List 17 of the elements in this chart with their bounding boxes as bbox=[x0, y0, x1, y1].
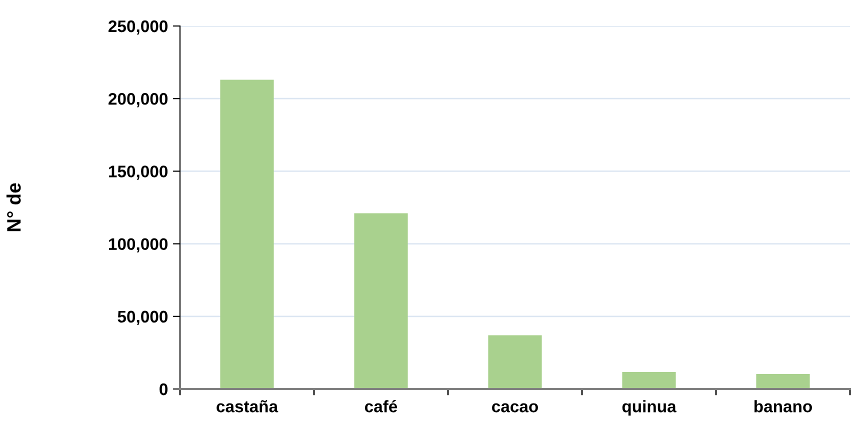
bar bbox=[756, 374, 810, 389]
x-tick-label: quinua bbox=[622, 400, 676, 416]
bar bbox=[354, 213, 408, 389]
x-tick-label: castaña bbox=[216, 400, 278, 412]
x-tick-label: cacao bbox=[492, 403, 538, 412]
y-tick-label: 200,000 bbox=[108, 93, 168, 108]
y-tick-label: 250,000 bbox=[108, 20, 168, 35]
x-tick-label: café bbox=[364, 400, 398, 412]
x-tick-label: banano bbox=[754, 400, 812, 412]
y-tick-label: 100,000 bbox=[109, 238, 168, 252]
bar bbox=[622, 372, 676, 389]
y-tick-label: 50,000 bbox=[118, 310, 168, 326]
y-axis-title: N° de bbox=[6, 183, 21, 232]
bar bbox=[220, 80, 274, 389]
y-tick-label: 150,000 bbox=[109, 166, 168, 180]
y-tick-label: 0 bbox=[160, 383, 168, 396]
bar bbox=[488, 335, 542, 389]
